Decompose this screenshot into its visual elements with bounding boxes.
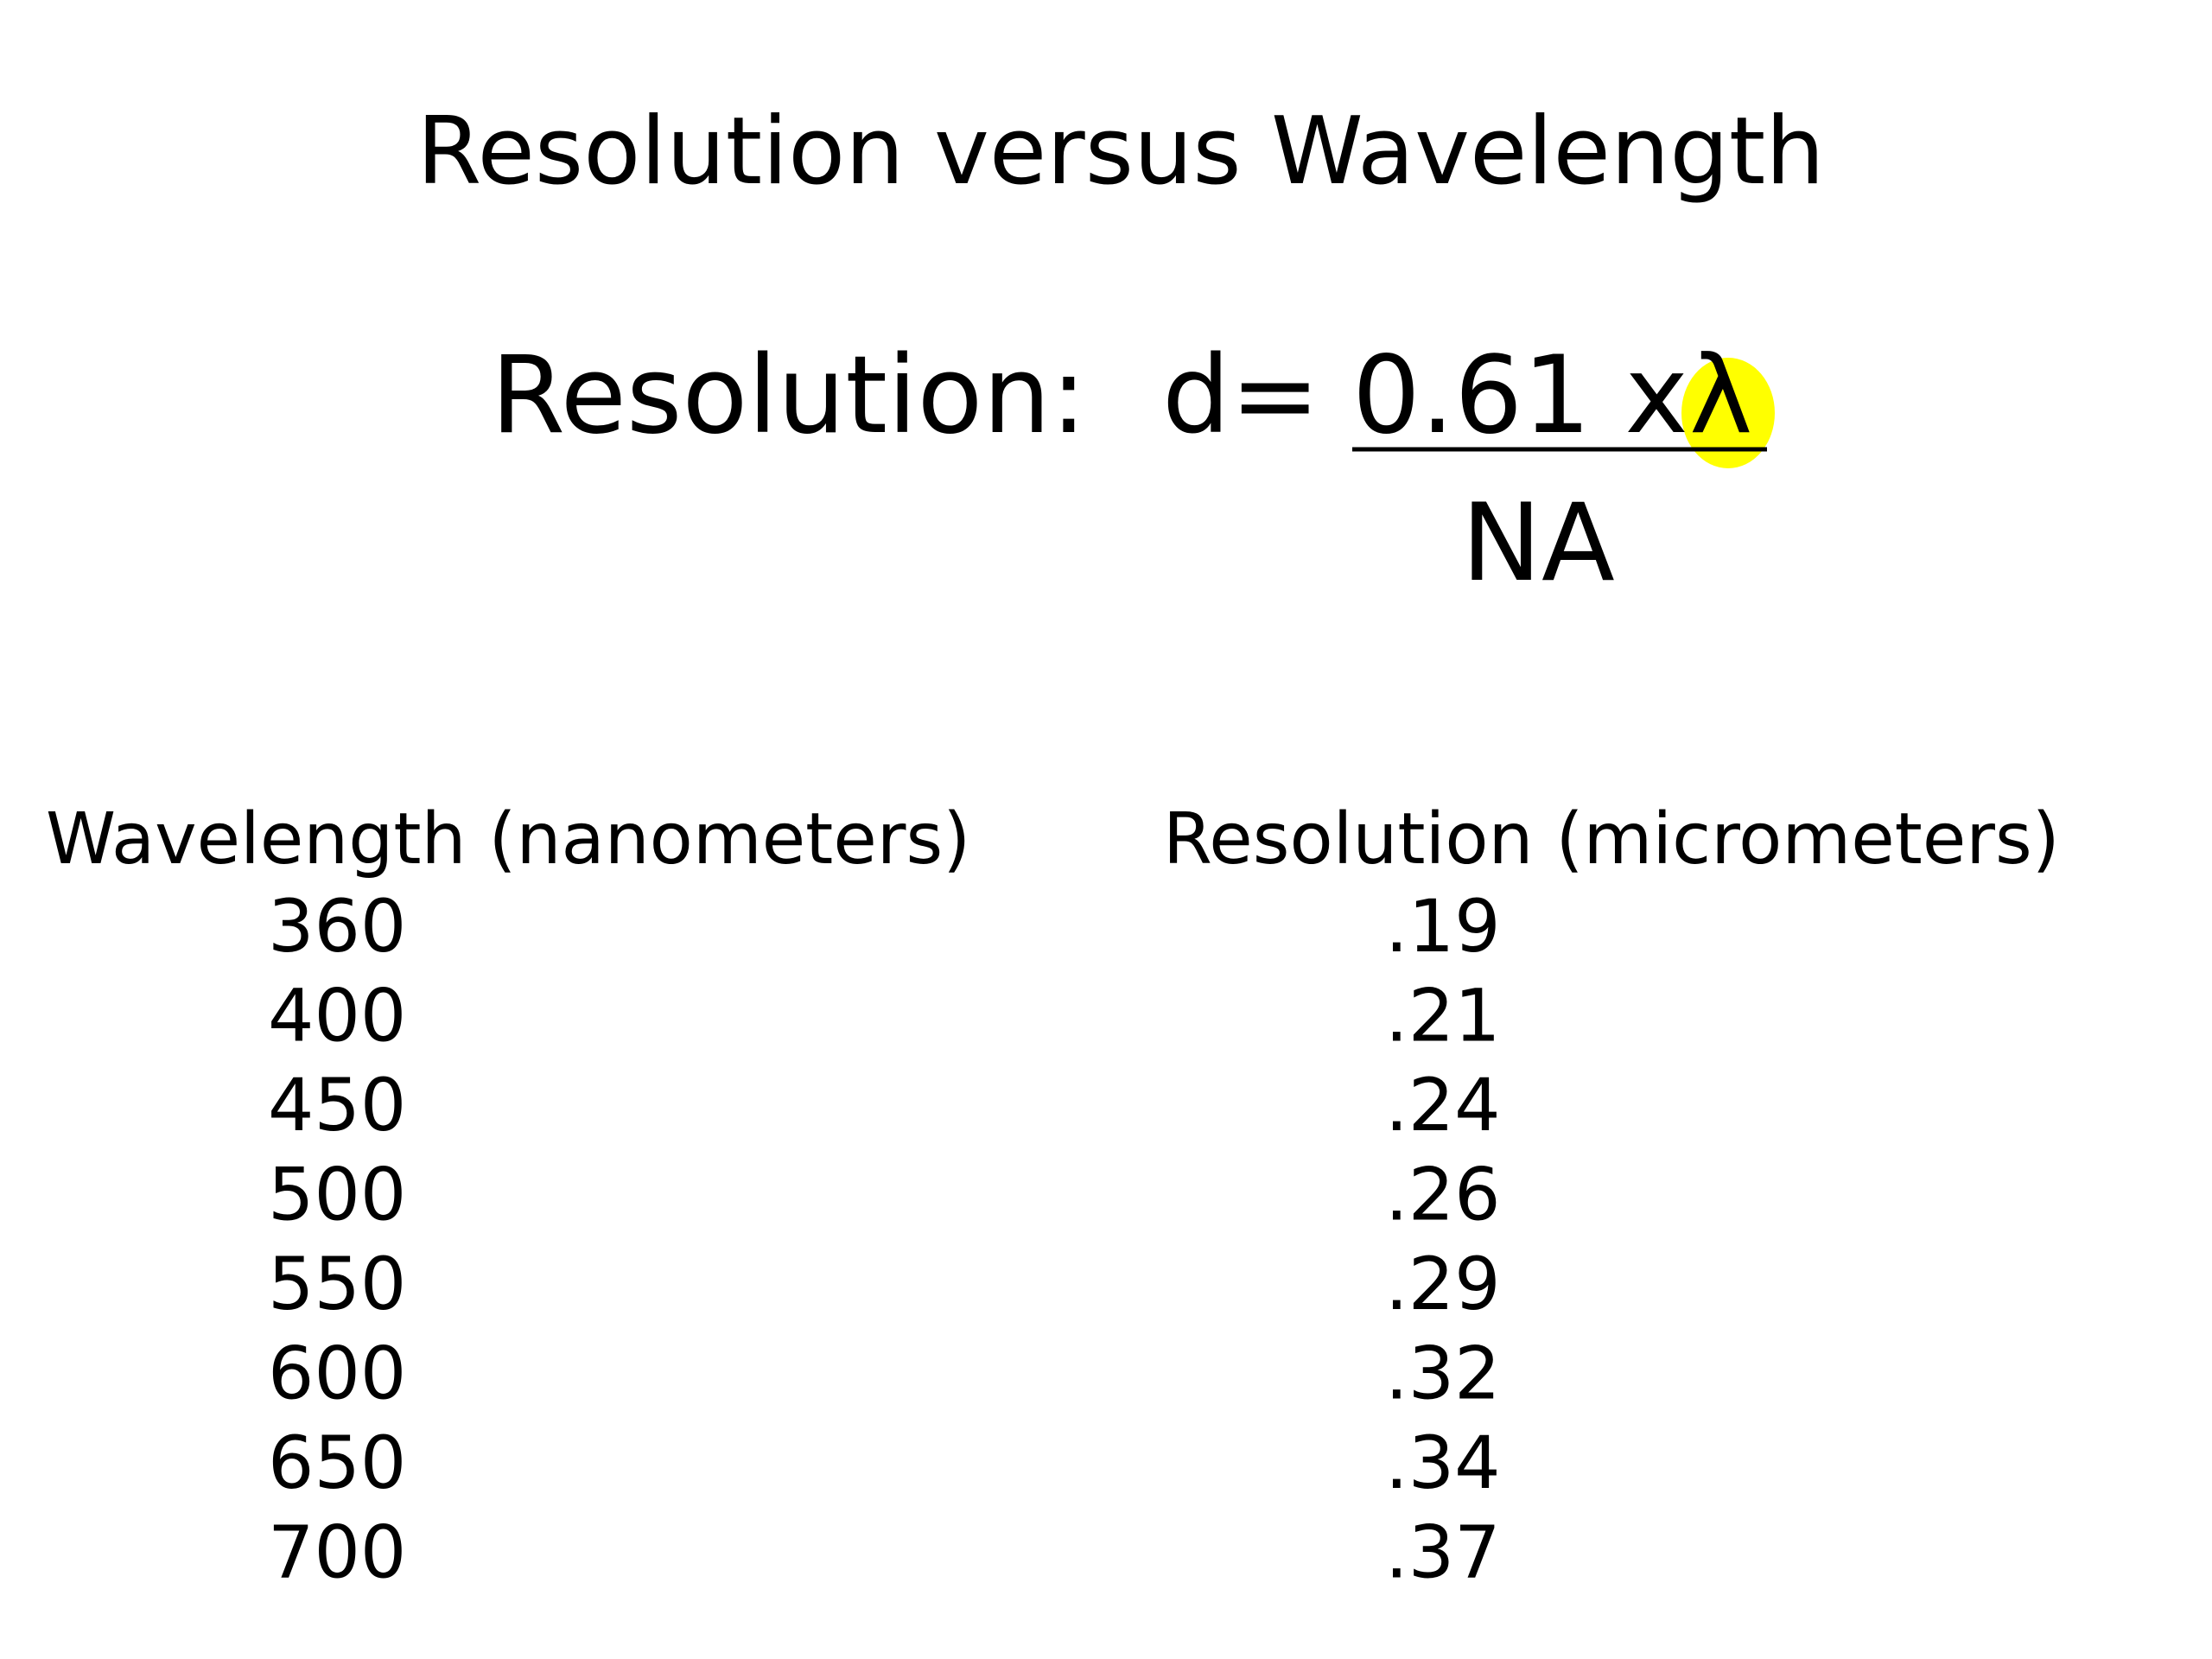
table-cell: .29 (1385, 1242, 1501, 1326)
table-cell: .34 (1385, 1421, 1501, 1505)
formula-denominator: NA (1461, 481, 1615, 606)
table-cell: .24 (1385, 1063, 1501, 1147)
table-cell: 550 (268, 1242, 406, 1326)
column-header: Wavelength (nanometers) (46, 798, 970, 880)
table-cell: .37 (1385, 1510, 1501, 1595)
column-header: Resolution (micrometers) (1163, 798, 2060, 880)
slide-title: Resolution versus Wavelength (416, 98, 1824, 206)
formula-symbol: λ (1689, 334, 1752, 458)
table-cell: 500 (268, 1153, 406, 1237)
table-cell: .26 (1385, 1153, 1501, 1237)
formula-label: Resolution: (491, 334, 1087, 458)
table-cell: 650 (268, 1421, 406, 1505)
table-cell: 450 (268, 1063, 406, 1147)
table-cell: .19 (1385, 884, 1501, 969)
table-cell: 400 (268, 974, 406, 1058)
table-cell: .32 (1385, 1332, 1501, 1416)
table-cell: 360 (268, 884, 406, 969)
table-cell: 700 (268, 1510, 406, 1595)
highlight (1681, 358, 1775, 468)
table-cell: .21 (1385, 974, 1501, 1058)
table-cell: 600 (268, 1332, 406, 1416)
formula-numerator: 0.61 x (1352, 334, 1688, 458)
formula-lhs: d= (1162, 334, 1320, 458)
